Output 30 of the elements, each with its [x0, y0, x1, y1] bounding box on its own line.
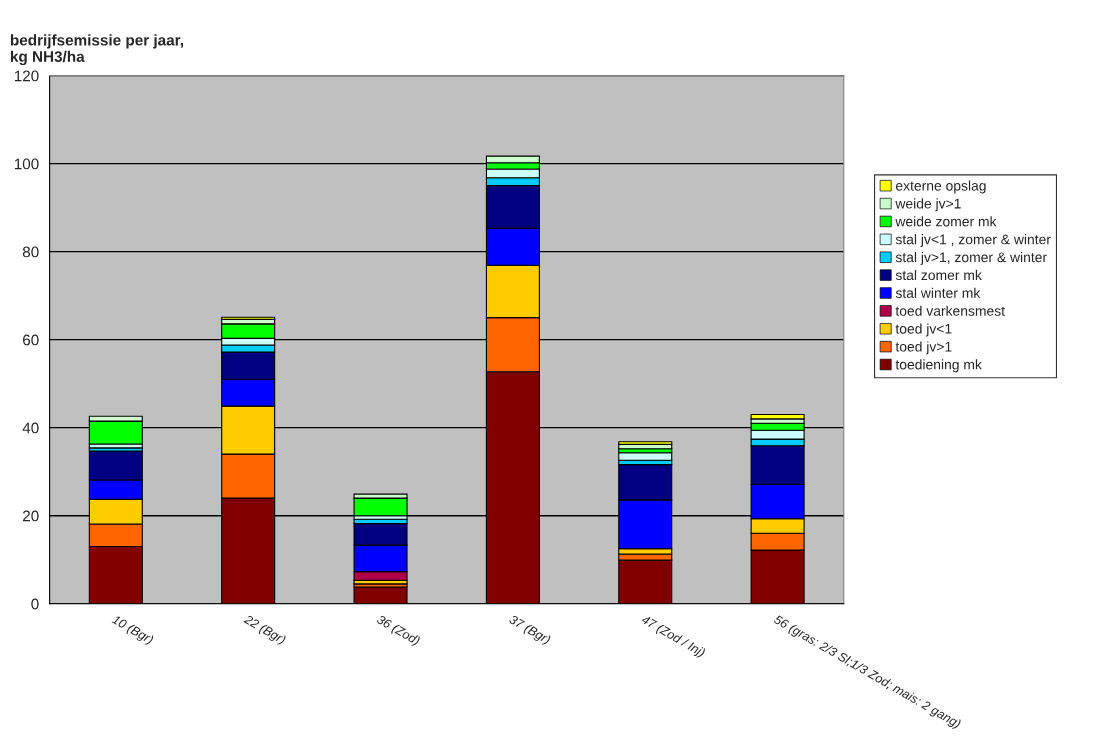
- bar: [618, 441, 673, 445]
- legend-label: stal zomer mk: [895, 269, 982, 281]
- x-tick-label: 10 (Bgr): [110, 614, 155, 647]
- legend-label: externe opslag: [895, 180, 986, 194]
- legend-label: toed jv>1: [895, 341, 952, 355]
- legend-label: stal jv>1, zomer & winter: [895, 251, 1047, 265]
- y-tick-label: 120: [14, 70, 39, 82]
- y-axis-title: bedrijfsemissie per jaar, kg NH3/ha: [10, 34, 183, 66]
- legend-label: weide jv>1: [895, 198, 961, 212]
- legend-label: stal winter mk: [895, 287, 981, 298]
- legend-label: toed jv<1: [895, 323, 952, 337]
- bar: [618, 559, 673, 604]
- x-tick-label: 47 (Zod / Inj): [639, 614, 706, 660]
- x-tick-label: 22 (Bgr): [242, 614, 287, 647]
- y-tick-label: 20: [23, 510, 39, 522]
- y-tick-label: 60: [23, 334, 39, 346]
- bar: [618, 452, 673, 461]
- bar: [750, 413, 805, 420]
- y-tick-label: 100: [14, 158, 39, 170]
- legend-label: weide zomer mk: [895, 216, 997, 227]
- y-tick-label: 40: [22, 422, 39, 434]
- y-tick-label: 80: [22, 246, 39, 258]
- legend-label: toediening mk: [895, 359, 982, 373]
- legend-label: stal jv<1 , zomer & winter: [895, 234, 1051, 248]
- y-tick-label: 0: [31, 598, 39, 610]
- x-tick-label: 36 (Zod): [374, 614, 421, 648]
- legend-label: toed varkensmest: [895, 305, 1005, 316]
- bar: [221, 316, 276, 320]
- x-tick-label: 37 (Bgr): [507, 614, 552, 647]
- x-tick-label: 56 (gras: 2/3 Sl;1/3 Zod; mais: 2 gang): [772, 614, 962, 731]
